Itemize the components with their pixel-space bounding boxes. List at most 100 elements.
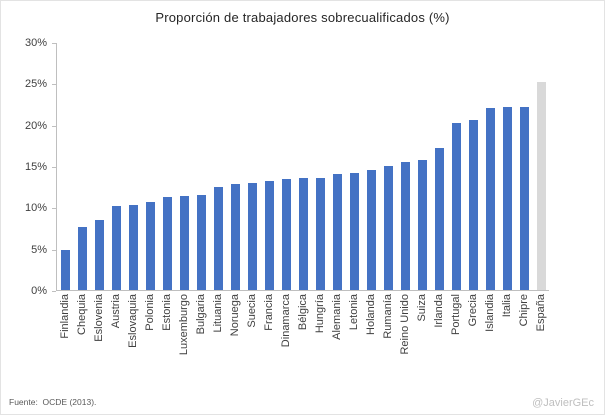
y-tick-label: 0% <box>31 285 47 297</box>
bar-column: Chequia <box>76 43 88 335</box>
bar-column: Chipre <box>518 43 530 326</box>
bar-francia <box>264 180 274 290</box>
bar-column: Dinamarca <box>280 43 292 347</box>
bar-column: Estonia <box>161 43 173 331</box>
y-tick-mark <box>52 291 56 292</box>
category-label: Finlandia <box>59 294 71 339</box>
bar-reino-unido <box>400 161 410 290</box>
bar-column: Grecia <box>467 43 479 326</box>
bar-lituania <box>213 186 223 290</box>
category-label: Francia <box>263 294 275 331</box>
category-label: Polonia <box>144 294 156 331</box>
plot-area: Finlandia Chequia Eslovenia Austria Eslovaqu… <box>52 43 549 355</box>
y-tick-label: 5% <box>31 243 47 256</box>
category-label: Suiza <box>416 294 428 322</box>
bar-column: Letonia <box>348 43 360 330</box>
bar-column: Suecia <box>246 43 258 328</box>
bar-estonia <box>162 196 172 290</box>
category-label: Austria <box>110 294 122 329</box>
bar-column: Eslovenia <box>93 43 105 342</box>
bar-column: Suiza <box>416 43 428 322</box>
bar-alemania <box>332 174 342 290</box>
bar-polonia <box>145 201 155 290</box>
bar-column: Eslovaquia <box>127 43 139 348</box>
bar-chequia <box>77 227 87 290</box>
bar-luxemburgo <box>179 195 189 290</box>
category-label: Holanda <box>365 294 377 335</box>
bar-column: Austria <box>110 43 122 328</box>
bar-column: Rumanía <box>382 43 394 339</box>
bar-column: Reino Unido <box>399 43 411 355</box>
bar-bélgica <box>298 178 308 290</box>
bar-chipre <box>519 106 529 290</box>
y-tick-mark <box>52 43 56 44</box>
y-tick-mark <box>52 84 56 86</box>
bar-column: Polonia <box>144 43 156 331</box>
credit-watermark: @JavierGEc <box>532 397 594 409</box>
category-label: Italia <box>501 294 513 318</box>
bar-column: Francia <box>263 43 275 331</box>
bar-column: Noruega <box>229 43 241 336</box>
category-label: Eslovaquia <box>127 294 139 348</box>
category-label: Chequia <box>76 294 88 335</box>
bar-column: Portugal <box>450 43 462 335</box>
y-tick-mark <box>52 125 56 127</box>
bar-portugal <box>451 123 461 290</box>
bar-column: Irlanda <box>433 43 445 328</box>
bar-grecia <box>468 119 478 290</box>
category-label: Eslovenia <box>93 294 105 342</box>
y-tick-label: 15% <box>24 161 47 173</box>
bar-españa <box>536 81 546 290</box>
bar-austria <box>111 205 121 290</box>
bar-column: Alemania <box>331 43 343 340</box>
bar-column: Islandia <box>484 43 496 332</box>
bar-column: Holanda <box>365 43 377 335</box>
category-label: Reino Unido <box>399 294 411 355</box>
category-label: Luxemburgo <box>178 294 190 356</box>
bar-hungría <box>315 177 325 290</box>
category-label: Chipre <box>518 294 530 327</box>
bar-column: Luxemburgo <box>178 43 190 355</box>
bar-eslovenia <box>94 219 104 290</box>
bar-eslovaquia <box>128 204 138 290</box>
y-tick-mark <box>52 167 56 168</box>
chart-title: Proporción de trabajadores sobrecualific… <box>155 10 450 25</box>
category-label: Alemania <box>331 294 343 340</box>
category-label: Portugal <box>450 294 462 335</box>
bar-column: España <box>535 43 547 331</box>
bar-bulgaria <box>196 194 206 290</box>
y-tick-mark <box>52 208 56 210</box>
bar-column: Hungría <box>314 43 326 333</box>
category-label: Irlanda <box>433 294 445 328</box>
bar-column: Finlandia <box>59 43 71 339</box>
bar-column: Italia <box>501 43 513 317</box>
bar-column: Lituania <box>212 43 224 333</box>
category-label: Suecia <box>246 294 258 328</box>
category-label: Noruega <box>229 294 241 337</box>
bar-rumanía <box>383 166 393 290</box>
category-label: España <box>535 294 547 332</box>
category-label: Bélgica <box>297 294 309 331</box>
category-label: Bulgaria <box>195 294 207 335</box>
y-tick-label: 20% <box>24 119 47 132</box>
source-note: Fuente: OCDE (2013). <box>9 397 97 407</box>
y-tick-mark <box>52 249 56 251</box>
category-label: Dinamarca <box>280 294 292 348</box>
bar-italia <box>502 106 512 290</box>
category-label: Rumanía <box>382 294 394 339</box>
bar-column: Bulgaria <box>195 43 207 334</box>
bar-suiza <box>417 160 427 290</box>
y-tick-label: 30% <box>24 37 47 49</box>
category-label: Letonia <box>348 294 360 331</box>
bar-letonia <box>349 172 359 290</box>
y-tick-label: 10% <box>24 202 47 215</box>
bar-column: Bélgica <box>297 43 309 330</box>
bar-suecia <box>247 182 257 290</box>
y-tick-label: 25% <box>24 78 47 91</box>
bar-islandia <box>485 108 495 290</box>
category-label: Hungría <box>314 294 326 334</box>
category-label: Estonia <box>161 294 173 331</box>
bar-finlandia <box>60 250 70 290</box>
bar-irlanda <box>434 147 444 290</box>
